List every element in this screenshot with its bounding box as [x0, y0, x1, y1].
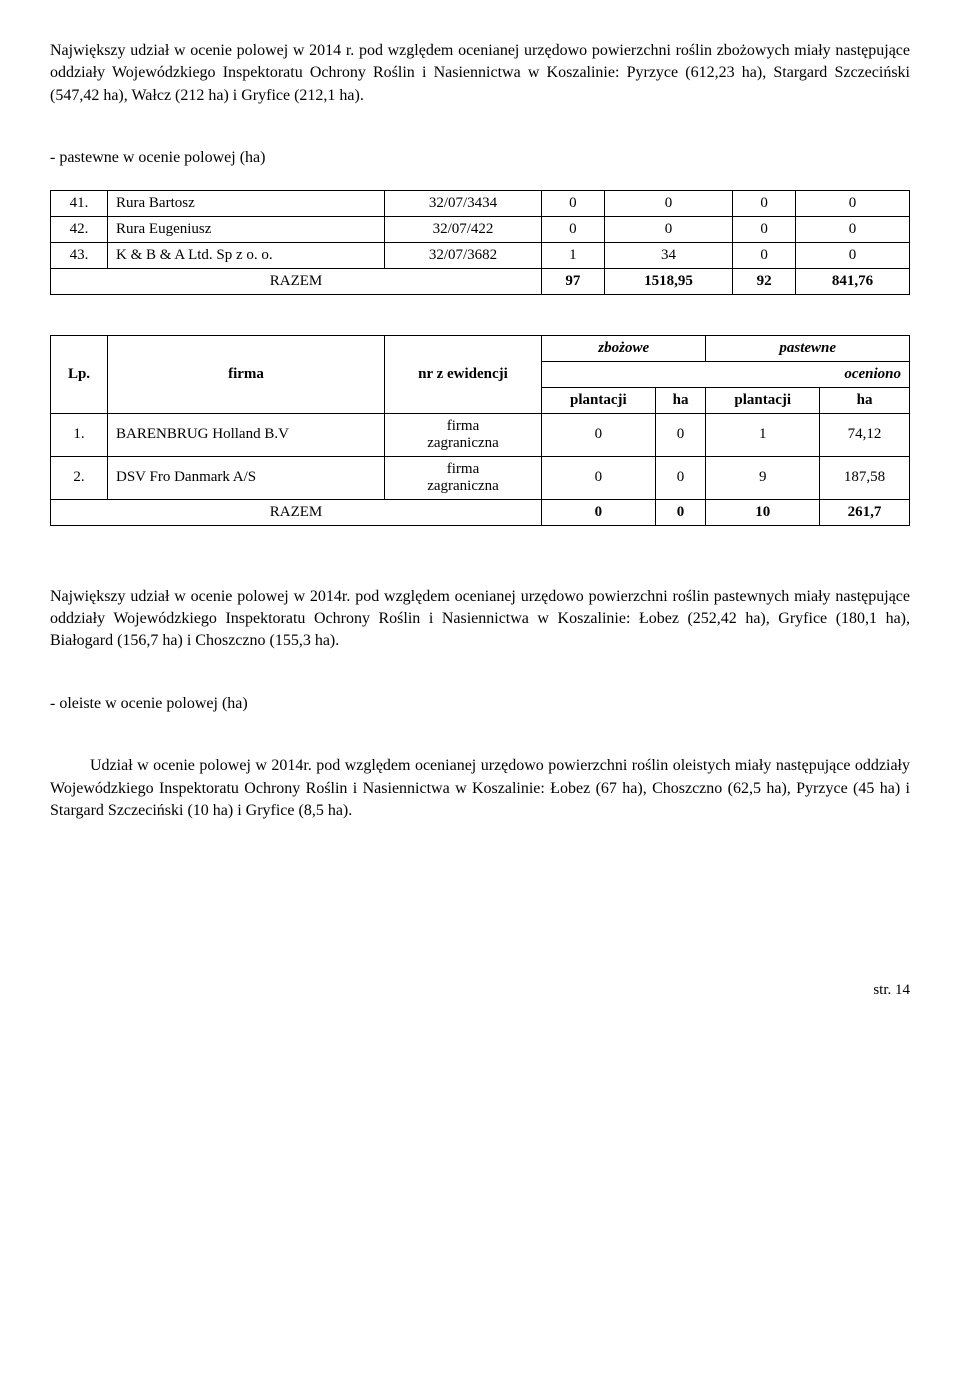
table-row: 1.BARENBRUG Holland B.Vfirmazagraniczna0… — [51, 413, 910, 456]
col-pastewne: pastewne — [706, 335, 910, 361]
col-ha-1: ha — [655, 387, 706, 413]
table-total-row: RAZEM0010261,7 — [51, 499, 910, 525]
table-row: 2.DSV Fro Danmark A/Sfirmazagraniczna009… — [51, 456, 910, 499]
table-total-row: RAZEM971518,9592841,76 — [51, 268, 910, 294]
table-row: 42.Rura Eugeniusz32/07/4220000 — [51, 216, 910, 242]
col-plantacji-2: plantacji — [706, 387, 820, 413]
paragraph-oleiste: Udział w ocenie polowej w 2014r. pod wzg… — [50, 755, 910, 822]
col-oceniono: oceniono — [542, 361, 910, 387]
section-title-pastewne: - pastewne w ocenie polowej (ha) — [50, 147, 910, 169]
section-title-oleiste: - oleiste w ocenie polowej (ha) — [50, 693, 910, 715]
col-plantacji-1: plantacji — [542, 387, 656, 413]
table-pastewne: 41.Rura Bartosz32/07/3434000042.Rura Eug… — [50, 190, 910, 295]
col-zbozowe: zbożowe — [542, 335, 706, 361]
col-nr: nr z ewidencji — [385, 335, 542, 413]
col-ha-2: ha — [820, 387, 910, 413]
paragraph-pastewne: Największy udział w ocenie polowej w 201… — [50, 586, 910, 653]
page-footer: str. 14 — [50, 982, 910, 999]
table-row: 41.Rura Bartosz32/07/34340000 — [51, 190, 910, 216]
col-firma: firma — [108, 335, 385, 413]
col-lp: Lp. — [51, 335, 108, 413]
table-firms: Lp. firma nr z ewidencji zbożowe pastewn… — [50, 335, 910, 526]
paragraph-intro: Największy udział w ocenie polowej w 201… — [50, 40, 910, 107]
table-row: 43.K & B & A Ltd. Sp z o. o.32/07/368213… — [51, 242, 910, 268]
